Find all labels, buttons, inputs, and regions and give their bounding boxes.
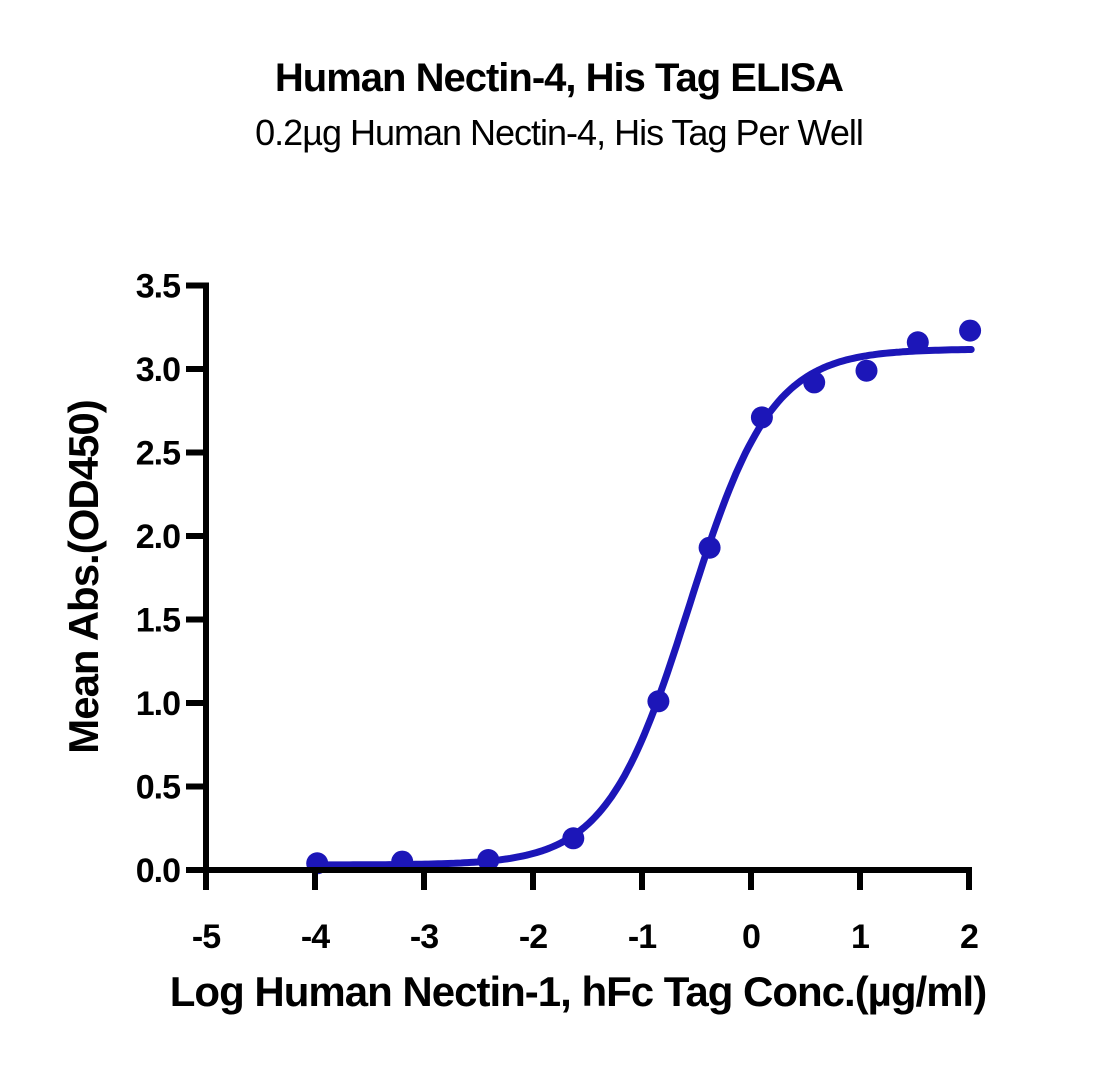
y-tick-label: 3.5	[136, 268, 180, 306]
x-tick-label: -5	[192, 918, 220, 956]
y-tick-label: 0.0	[136, 852, 180, 890]
data-point	[906, 331, 929, 354]
chart-title: Human Nectin-4, His Tag ELISA	[274, 56, 844, 100]
data-point	[803, 371, 826, 394]
y-tick-label: 1.5	[136, 602, 180, 640]
x-tick-label: -2	[519, 918, 547, 956]
data-point	[698, 536, 721, 559]
y-axis-title: Mean Abs.(OD450)	[60, 400, 107, 754]
x-tick-label: 0	[742, 918, 760, 956]
chart-subtitle: 0.2µg Human Nectin-4, His Tag Per Well	[255, 112, 864, 153]
fit-curve	[313, 346, 975, 869]
y-tick-label: 1.0	[136, 685, 180, 723]
x-tick-label: -4	[301, 918, 330, 956]
data-point	[647, 690, 670, 713]
data-point	[562, 827, 585, 850]
x-axis-title: Log Human Nectin-1, hFc Tag Conc.(µg/ml)	[169, 968, 987, 1015]
data-point	[855, 359, 878, 382]
x-tick-label: 1	[851, 918, 869, 956]
data-point	[959, 319, 982, 342]
y-tick-label: 0.5	[136, 769, 180, 807]
x-tick-label: 2	[960, 918, 978, 956]
y-tick-label: 2.5	[136, 435, 180, 473]
data-point	[477, 849, 500, 871]
data-point	[750, 406, 773, 429]
x-tick-label: -1	[628, 918, 656, 956]
x-tick-label: -3	[410, 918, 438, 956]
y-tick-label: 2.0	[136, 518, 180, 556]
y-tick-label: 3.0	[136, 351, 180, 389]
